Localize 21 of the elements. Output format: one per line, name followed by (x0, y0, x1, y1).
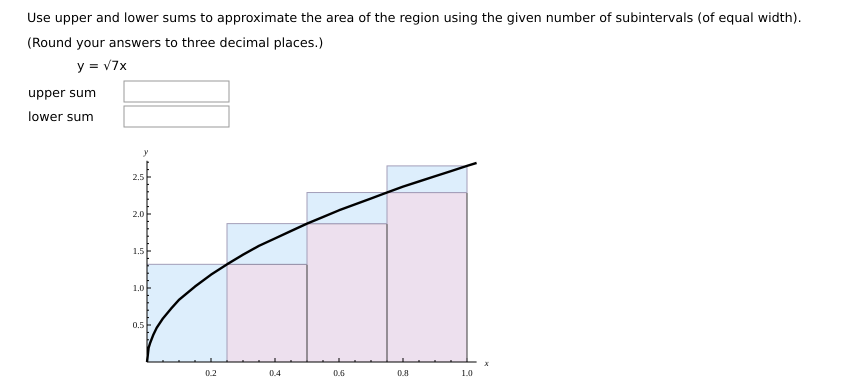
x-tick-label: 1.0 (461, 368, 474, 378)
text: (Round your answers to three decimal places.) (27, 35, 324, 50)
x-tick-label: 0.4 (269, 368, 282, 378)
y-tick-label: 1.0 (132, 283, 144, 293)
y-tick-label: 1.5 (132, 246, 144, 256)
x-axis-title: x (484, 358, 489, 368)
y-axis-title: y (143, 146, 148, 157)
bar (306, 192, 388, 224)
x-tick-label: 0.2 (205, 368, 217, 378)
text: y = √7x (77, 58, 128, 73)
bar (226, 223, 308, 265)
y-tick-label: 0.5 (132, 320, 144, 330)
text: lower sum (28, 109, 94, 124)
bar (146, 264, 228, 362)
y-tick-label: 2.5 (132, 172, 144, 182)
y-tick-label: 2.0 (132, 209, 144, 219)
text: Use upper and lower sums to approximate the area of the region using the given number of subintervals (of equal width). (27, 10, 802, 25)
bar (386, 165, 468, 194)
x-tick-label: 0.8 (397, 368, 410, 378)
text: upper sum (28, 85, 96, 100)
x-tick-label: 0.6 (333, 368, 346, 378)
